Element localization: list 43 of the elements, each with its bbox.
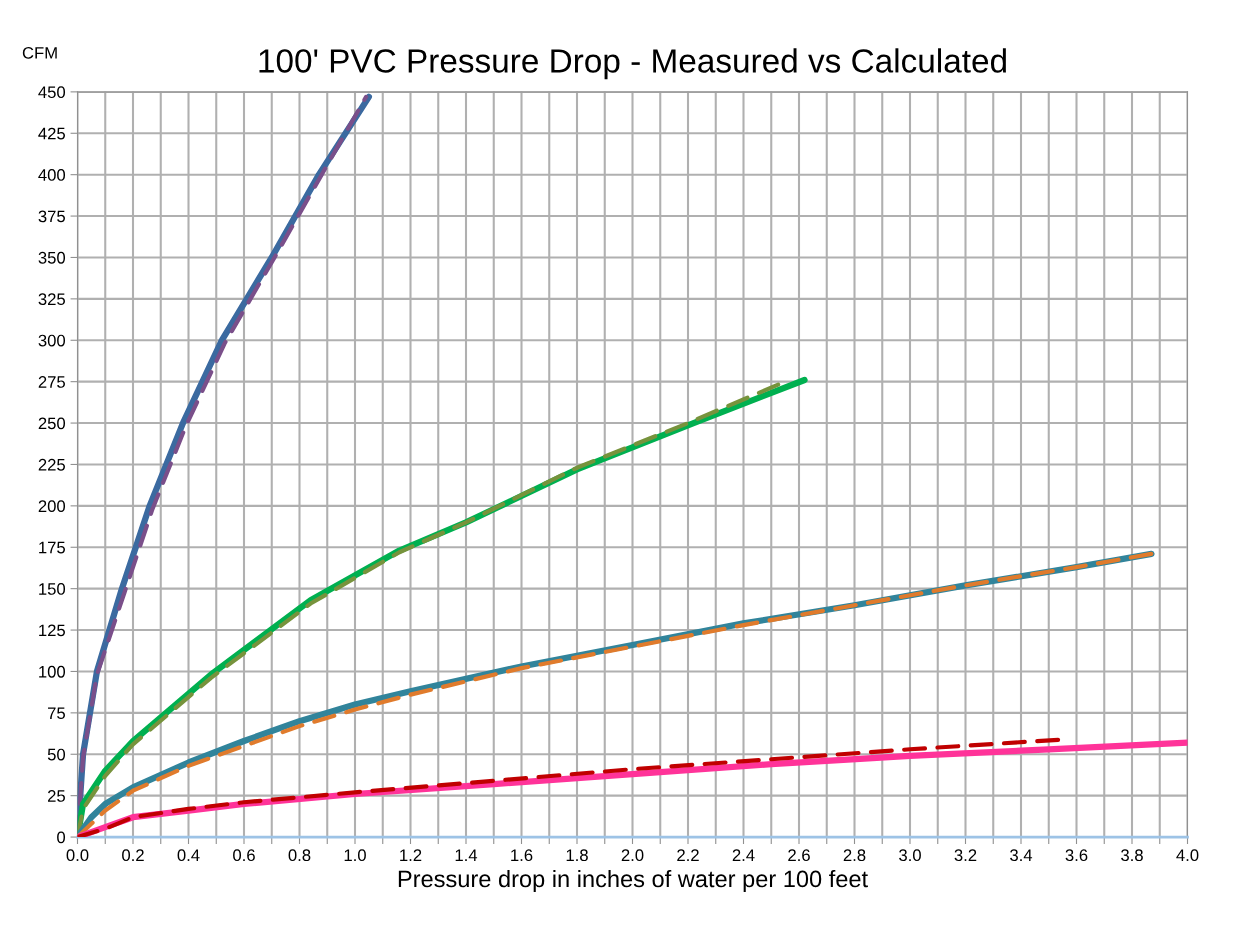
x-tick-label: 1.6 [511,849,533,862]
x-tick-label: 4.0 [1176,849,1199,862]
y-tick-label: 150 [39,583,66,595]
y-tick-label: 425 [38,127,65,140]
x-tick-label: 1.4 [455,849,478,861]
x-tick-label: 2.0 [621,849,644,862]
y-tick-label: 175 [39,541,65,554]
y-tick-label: 100 [39,665,66,678]
y-tick-label: 125 [39,624,65,637]
x-tick-label: 2.8 [843,849,866,862]
x-tick-label: 3.0 [899,849,921,862]
y-axis-title: CFM [22,46,57,59]
x-tick-label: 0.8 [288,849,311,862]
x-tick-label: 2.2 [677,849,699,861]
y-tick-label: 450 [38,86,66,99]
y-tick-label: 50 [47,748,66,761]
y-tick-label: 300 [38,334,66,347]
x-tick-label: 3.8 [1121,849,1143,862]
chart-title: 100' PVC Pressure Drop - Measured vs Calculated [259,48,1006,80]
x-tick-label: 0.6 [233,849,255,862]
y-tick-label: 225 [38,458,65,471]
y-tick-label: 0 [57,831,66,844]
x-tick-label: 0.0 [66,849,89,862]
y-tick-label: 325 [38,293,65,306]
x-tick-label: 0.2 [122,849,144,862]
x-tick-label: 3.6 [1065,849,1088,862]
y-tick-label: 375 [38,210,65,223]
y-tick-label: 400 [38,169,66,181]
y-tick-label: 75 [48,707,65,720]
x-axis-title: Pressure drop in inches of water per 100 feet [398,869,868,892]
x-tick-label: 1.2 [400,849,422,861]
x-tick-label: 0.4 [177,849,200,862]
y-tick-label: 350 [38,251,66,264]
x-tick-label: 3.2 [954,849,977,862]
x-tick-label: 3.4 [1010,849,1033,862]
x-tick-label: 2.4 [732,849,755,861]
y-tick-label: 25 [48,790,65,802]
x-tick-label: 1.8 [566,849,588,862]
y-tick-label: 200 [38,500,66,513]
y-tick-label: 250 [38,417,66,430]
y-tick-label: 275 [38,376,65,388]
x-tick-label: 2.6 [788,849,810,862]
x-tick-label: 1.0 [344,849,366,862]
